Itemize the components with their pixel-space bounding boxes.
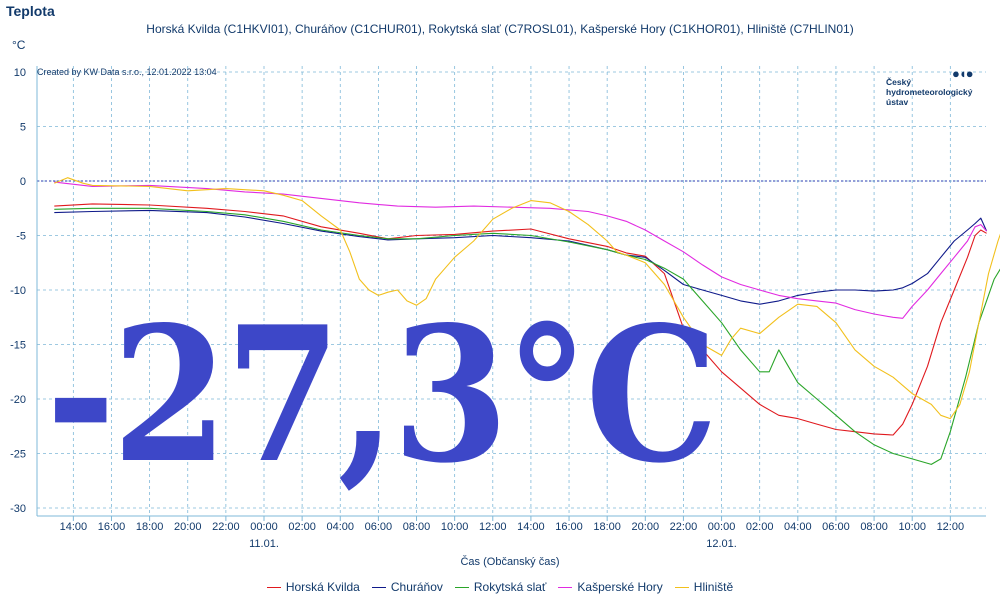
x-tick-label: 22:00: [670, 521, 698, 533]
x-tick-label: 16:00: [555, 521, 583, 533]
x-tick-label: 00:00: [250, 521, 278, 533]
y-tick-label: -5: [16, 231, 26, 243]
y-tick-label: -30: [10, 503, 26, 515]
chart-legend: Horská Kvilda Churáňov Rokytská slať Kašper…: [0, 580, 1000, 594]
y-tick-label: 10: [14, 67, 26, 79]
legend-item[interactable]: Horská Kvilda: [266, 580, 360, 594]
legend-swatch: [558, 587, 573, 589]
chart-title: Teplota: [6, 3, 55, 19]
series-line-4: [54, 177, 1000, 420]
legend-swatch: [371, 587, 386, 589]
legend-item[interactable]: Churáňov: [371, 580, 443, 594]
x-tick-label: 12:00: [937, 521, 965, 533]
legend-label: Churáňov: [390, 580, 443, 594]
series-line-2: [54, 207, 1000, 465]
x-tick-label: 10:00: [441, 521, 469, 533]
legend-label: Kašperské Hory: [577, 580, 663, 594]
x-tick-label: 04:00: [784, 521, 812, 533]
x-tick-label: 06:00: [365, 521, 393, 533]
x-tick-label: 18:00: [593, 521, 621, 533]
chmi-logo-icon: ●◖●: [952, 66, 974, 81]
x-tick-label: 02:00: [746, 521, 774, 533]
credit-text: Created by KW Data s.r.o., 12.01.2022 13…: [37, 67, 217, 77]
x-tick-label: 22:00: [212, 521, 240, 533]
series-line-3: [54, 181, 988, 319]
x-tick-label: 06:00: [822, 521, 850, 533]
legend-label: Horská Kvilda: [285, 580, 360, 594]
x-tick-label: 20:00: [174, 521, 202, 533]
date-label: 12.01.: [706, 538, 737, 550]
x-axis-title: Čas (Občanský čas): [460, 555, 559, 568]
y-tick-label: -25: [10, 449, 26, 461]
x-tick-label: 20:00: [632, 521, 660, 533]
legend-item[interactable]: Hliniště: [674, 580, 734, 594]
y-axis-unit: °C: [12, 38, 26, 52]
legend-label: Rokytská slať: [473, 580, 547, 594]
series-line-0: [54, 203, 987, 436]
x-tick-label: 10:00: [898, 521, 926, 533]
y-tick-label: -20: [10, 394, 26, 406]
x-tick-label: 08:00: [403, 521, 431, 533]
x-tick-label: 08:00: [860, 521, 888, 533]
x-tick-label: 00:00: [708, 521, 736, 533]
y-tick-label: -15: [10, 340, 26, 352]
legend-item[interactable]: Rokytská slať: [454, 580, 547, 594]
date-label: 11.01.: [249, 538, 279, 550]
legend-swatch: [674, 587, 689, 589]
legend-swatch: [454, 587, 469, 589]
x-tick-label: 14:00: [60, 521, 88, 533]
x-tick-label: 14:00: [517, 521, 545, 533]
chmi-logo-text: Český hydrometeorologický ústav: [886, 77, 973, 107]
y-tick-label: -10: [10, 285, 26, 297]
legend-item[interactable]: Kašperské Hory: [558, 580, 663, 594]
x-tick-label: 18:00: [136, 521, 164, 533]
series-line-1: [54, 209, 988, 305]
legend-label: Hliniště: [693, 580, 734, 594]
y-tick-label: 0: [20, 176, 26, 188]
station-list: Horská Kvilda (C1HKVI01), Churáňov (C1CH…: [146, 22, 854, 36]
x-tick-label: 02:00: [288, 521, 316, 533]
x-tick-label: 04:00: [326, 521, 354, 533]
legend-swatch: [266, 587, 281, 589]
x-tick-label: 16:00: [98, 521, 126, 533]
x-tick-label: 12:00: [479, 521, 507, 533]
y-tick-label: 5: [20, 122, 26, 134]
